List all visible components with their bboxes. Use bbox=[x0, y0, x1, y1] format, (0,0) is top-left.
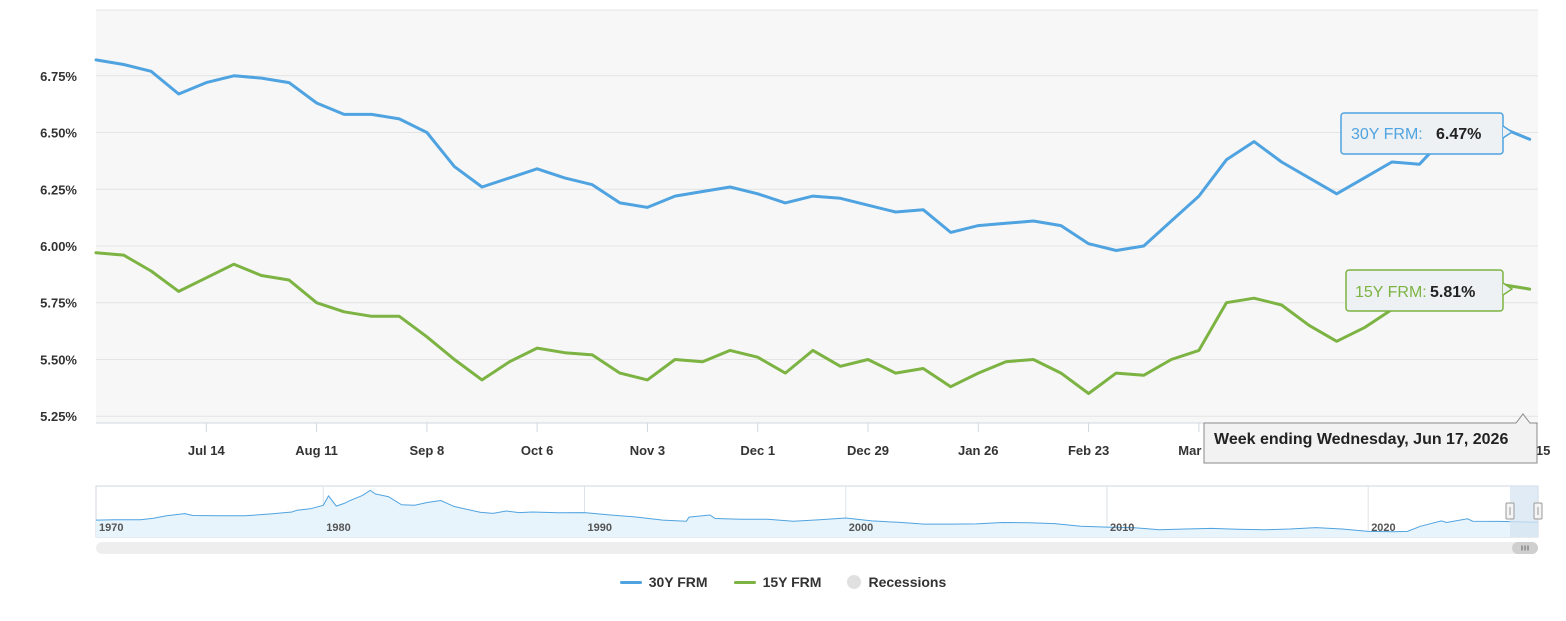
y-tick-label: 6.75% bbox=[40, 69, 77, 84]
navigator[interactable]: 1970 1980 1990 2000 2010 2020 bbox=[95, 485, 1543, 538]
x-tick-label: Dec 1 bbox=[740, 443, 775, 458]
y-axis: 5.25% 5.50% 5.75% 6.00% 6.25% 6.50% 6.75% bbox=[40, 69, 77, 424]
x-tick-label: Feb 23 bbox=[1068, 443, 1109, 458]
gridlines bbox=[96, 9, 1538, 417]
date-tooltip-text: Week ending Wednesday, Jun 17, 2026 bbox=[1214, 431, 1508, 448]
y-tick-label: 5.25% bbox=[40, 409, 77, 424]
legend-item-15y[interactable]: 15Y FRM bbox=[733, 574, 822, 590]
x-tick-label: Dec 29 bbox=[847, 443, 889, 458]
tooltip-30y: 30Y FRM: 6.47% bbox=[1340, 112, 1514, 155]
tooltip-30y-series: 30Y FRM: bbox=[1351, 126, 1423, 143]
navigator-year-label: 1970 bbox=[99, 522, 123, 534]
navigator-selection-mask[interactable] bbox=[1510, 486, 1538, 537]
legend-item-recessions[interactable]: Recessions bbox=[847, 574, 946, 590]
legend-item-30y[interactable]: 30Y FRM bbox=[619, 574, 708, 590]
navigator-area bbox=[96, 490, 1538, 537]
legend-recessions-label: Recessions bbox=[868, 574, 947, 590]
navigator-year-label: 1990 bbox=[588, 522, 612, 534]
legend-15y-line-icon bbox=[733, 580, 756, 584]
navigator-line bbox=[95, 489, 1539, 533]
navigator-year-label: 2020 bbox=[1371, 522, 1395, 534]
x-tick-label: Jan 26 bbox=[958, 443, 998, 458]
y-tick-label: 6.25% bbox=[40, 182, 77, 197]
legend-30y-label: 30Y FRM bbox=[648, 574, 708, 590]
x-tick-label: Aug 11 bbox=[295, 443, 338, 458]
tooltip-15y-pointer bbox=[1502, 282, 1514, 296]
scrollbar-grip-icon bbox=[1521, 545, 1529, 551]
tooltip-30y-value: 6.47% bbox=[1436, 126, 1481, 143]
y-tick-label: 6.50% bbox=[40, 126, 77, 141]
tooltip-15y-series: 15Y FRM: bbox=[1355, 284, 1427, 301]
legend-15y-label: 15Y FRM bbox=[762, 574, 822, 590]
tooltip-15y-value: 5.81% bbox=[1430, 284, 1475, 301]
x-tick-label: Jul 14 bbox=[188, 443, 226, 458]
y-tick-label: 5.50% bbox=[40, 352, 77, 367]
y-tick-label: 5.75% bbox=[40, 296, 77, 311]
navigator-year-label: 2000 bbox=[849, 522, 873, 534]
navigator-year-label: 1980 bbox=[326, 522, 350, 534]
x-tick-label: Nov 3 bbox=[630, 443, 665, 458]
tooltip-30y-pointer bbox=[1502, 125, 1514, 139]
legend-30y-line-icon bbox=[619, 580, 642, 584]
legend-recessions-dot-icon bbox=[847, 575, 862, 589]
date-tooltip: Week ending Wednesday, Jun 17, 2026 bbox=[1203, 413, 1538, 464]
x-tick-label: Sep 8 bbox=[410, 443, 445, 458]
legend: 30Y FRM 15Y FRM Recessions bbox=[0, 574, 1566, 590]
series-15y-line[interactable] bbox=[94, 251, 1532, 395]
series-lines[interactable] bbox=[94, 58, 1532, 395]
navigator-year-labels: 1970 1980 1990 2000 2010 2020 bbox=[99, 522, 1396, 534]
series-30y-line[interactable] bbox=[94, 58, 1532, 252]
x-tick-label: Oct 6 bbox=[521, 443, 554, 458]
navigator-year-label: 2010 bbox=[1110, 522, 1134, 534]
scrollbar-track[interactable] bbox=[96, 542, 1538, 554]
date-tooltip-box bbox=[1203, 413, 1538, 464]
y-tick-label: 6.00% bbox=[40, 239, 77, 254]
plot-background bbox=[96, 10, 1538, 423]
tooltip-15y: 15Y FRM: 5.81% bbox=[1345, 269, 1514, 312]
